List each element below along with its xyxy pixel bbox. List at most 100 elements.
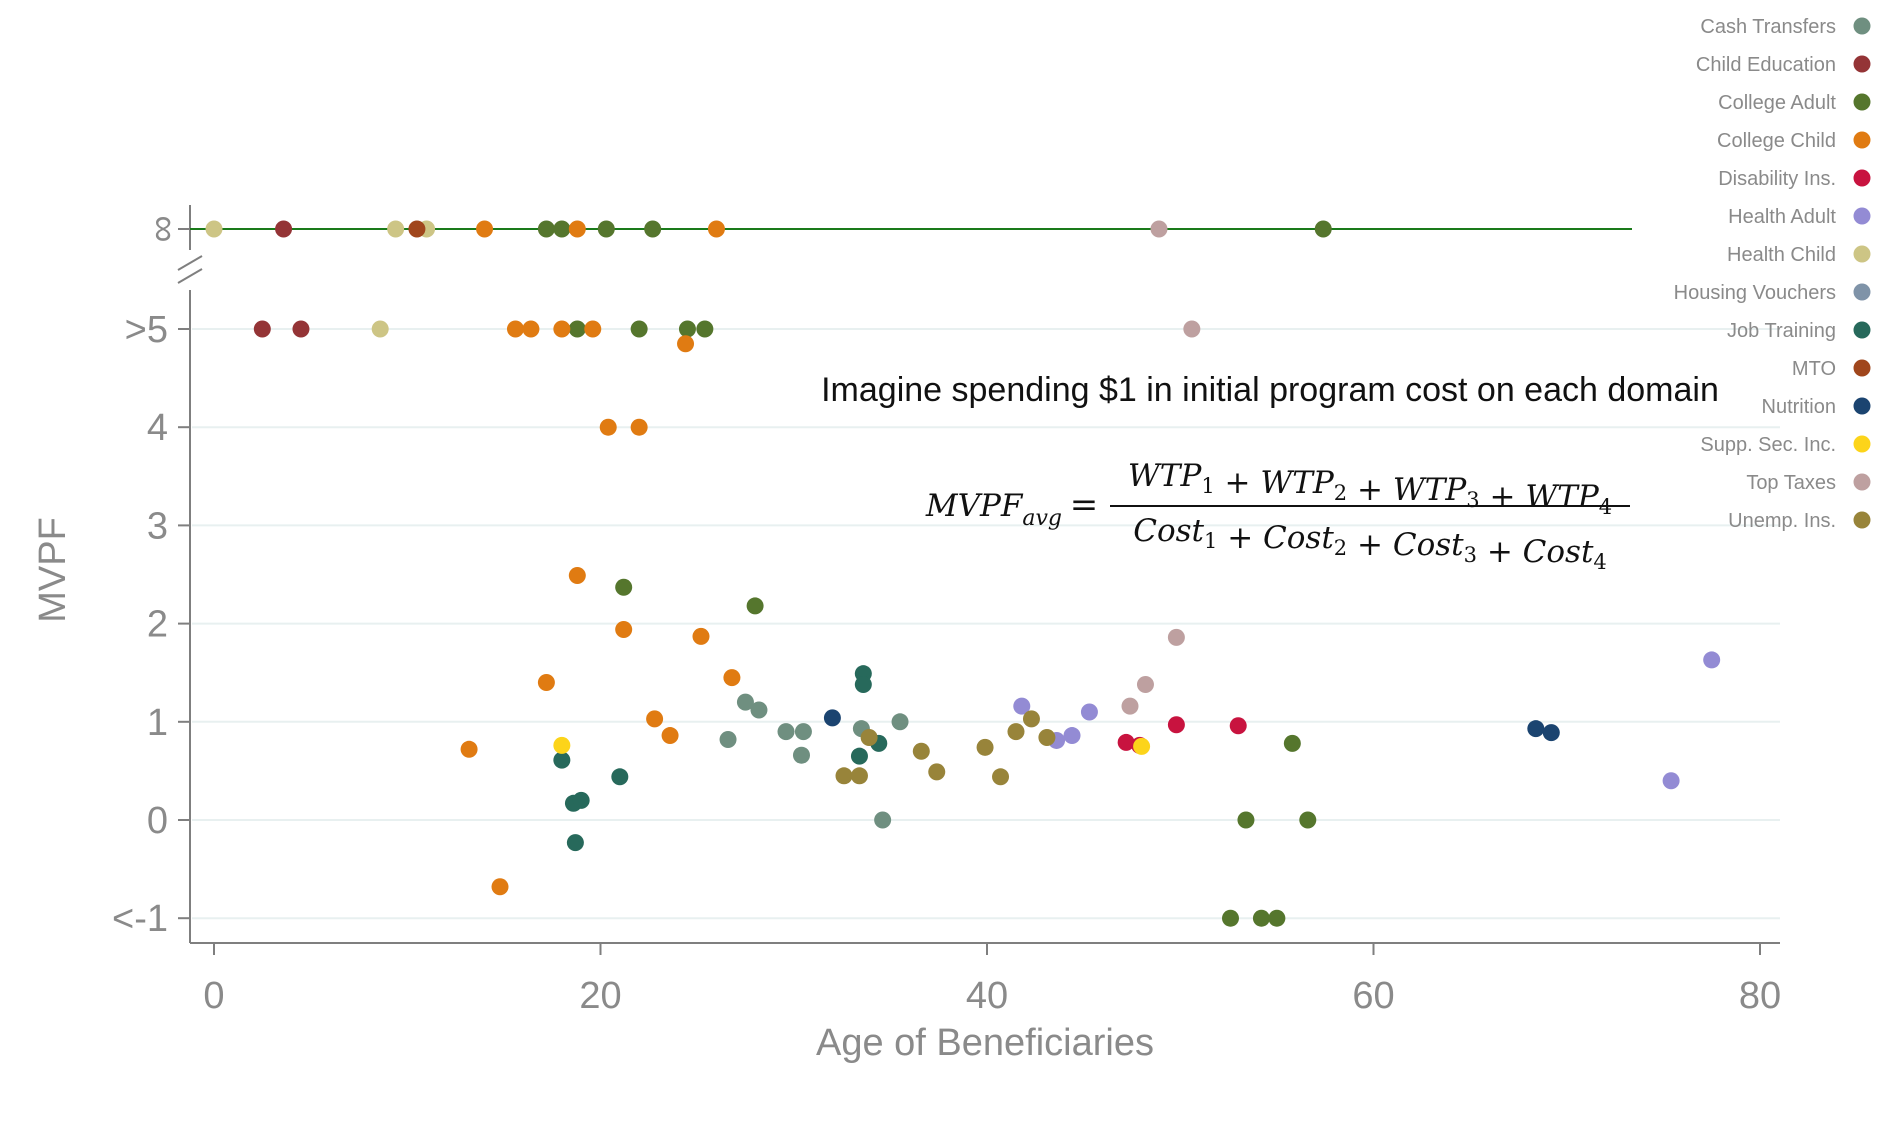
point-college-adult-14 xyxy=(1221,909,1239,927)
point-college-adult-16 xyxy=(1268,909,1286,927)
point-college-adult-9 xyxy=(615,578,633,596)
point-unemp-ins--2 xyxy=(860,729,878,747)
point-college-child-12 xyxy=(692,627,710,645)
point-mto-0 xyxy=(408,220,426,238)
point-college-child-3 xyxy=(584,320,602,338)
axis-break-icon xyxy=(177,255,203,284)
point-job-training-2 xyxy=(572,791,590,809)
x-axis-ticks: 0 20 40 60 80 xyxy=(203,943,1781,1017)
point-college-adult-3 xyxy=(696,320,714,338)
point-college-child-6 xyxy=(630,418,648,436)
y-tick-label-5: 4 xyxy=(147,407,168,449)
point-college-adult-15 xyxy=(1252,909,1270,927)
point-unemp-ins--0 xyxy=(835,767,853,785)
legend-label-10: Nutrition xyxy=(1762,396,1836,418)
point-college-child-0 xyxy=(506,320,524,338)
formula-numerator: WTP1 + WTP2 + WTP3 + WTP4 xyxy=(1128,458,1612,519)
formula-lhs: MVPFavg xyxy=(925,488,1062,531)
point-cash-transfers-3 xyxy=(777,723,795,741)
y-axis-title: MVPF xyxy=(32,517,74,623)
legend-marker-3 xyxy=(1853,131,1871,149)
point-college-child-8 xyxy=(568,220,586,238)
point-health-adult-4 xyxy=(1703,651,1721,669)
point-cash-transfers-2 xyxy=(719,730,737,748)
point-health-adult-0 xyxy=(1013,697,1031,715)
point-cash-transfers-5 xyxy=(794,723,812,741)
point-college-child-15 xyxy=(646,710,664,728)
point-unemp-ins--7 xyxy=(1007,723,1025,741)
formula-equals: = xyxy=(1070,485,1099,525)
legend-marker-8 xyxy=(1853,321,1871,339)
legend-marker-10 xyxy=(1853,397,1871,415)
point-cash-transfers-7 xyxy=(891,713,909,731)
point-job-training-7 xyxy=(850,747,868,765)
y-tick-label-6: >5 xyxy=(125,309,168,351)
point-unemp-ins--8 xyxy=(1022,710,1040,728)
point-disability-ins--1 xyxy=(1167,716,1185,734)
point-college-child-18 xyxy=(491,878,509,896)
point-top-taxes-1 xyxy=(1150,220,1168,238)
y-tick-label-2: 1 xyxy=(147,702,168,744)
gridlines xyxy=(192,328,1780,920)
point-top-taxes-4 xyxy=(1121,697,1139,715)
legend-label-9: MTO xyxy=(1792,358,1836,380)
point-college-child-2 xyxy=(553,320,571,338)
point-nutrition-1 xyxy=(1527,720,1545,738)
point-supp-sec-inc--0 xyxy=(553,736,571,754)
legend-label-11: Supp. Sec. Inc. xyxy=(1700,434,1836,456)
legend-label-3: College Child xyxy=(1717,130,1836,152)
point-college-adult-12 xyxy=(1237,811,1255,829)
legend-marker-9 xyxy=(1853,359,1871,377)
y-tick-label-0: <-1 xyxy=(112,898,168,940)
legend-marker-0 xyxy=(1853,17,1871,35)
point-college-adult-2 xyxy=(678,320,696,338)
x-tick-label-0: 0 xyxy=(203,975,224,1017)
legend-marker-6 xyxy=(1853,245,1871,263)
point-college-adult-4 xyxy=(537,220,555,238)
point-job-training-0 xyxy=(553,751,571,769)
x-axis-title: Age of Beneficiaries xyxy=(816,1022,1154,1064)
point-college-child-14 xyxy=(723,669,741,687)
point-unemp-ins--1 xyxy=(850,767,868,785)
legend-label-8: Job Training xyxy=(1727,320,1836,342)
point-college-adult-0 xyxy=(568,320,586,338)
point-college-child-9 xyxy=(707,220,725,238)
point-health-child-0 xyxy=(371,320,389,338)
point-health-child-2 xyxy=(387,220,405,238)
point-top-taxes-3 xyxy=(1136,675,1154,693)
legend-marker-13 xyxy=(1853,511,1871,529)
point-college-child-4 xyxy=(677,335,695,353)
point-college-adult-11 xyxy=(1283,734,1301,752)
x-tick-label-3: 60 xyxy=(1352,975,1394,1017)
point-health-child-1 xyxy=(205,220,223,238)
axes xyxy=(177,205,1780,944)
point-child-education-1 xyxy=(292,320,310,338)
legend-label-2: College Adult xyxy=(1718,92,1836,114)
legend-label-0: Cash Transfers xyxy=(1700,16,1836,38)
point-health-adult-5 xyxy=(1662,772,1680,790)
point-college-child-17 xyxy=(460,740,478,758)
x-tick-label-1: 20 xyxy=(579,975,621,1017)
point-college-adult-6 xyxy=(597,220,615,238)
point-cash-transfers-4 xyxy=(792,746,810,764)
formula-denominator: Cost1 + Cost2 + Cost3 + Cost4 xyxy=(1133,513,1607,574)
point-top-taxes-2 xyxy=(1167,628,1185,646)
point-child-education-2 xyxy=(275,220,293,238)
point-unemp-ins--9 xyxy=(1038,729,1056,747)
legend-marker-1 xyxy=(1853,55,1871,73)
point-college-child-1 xyxy=(522,320,540,338)
x-tick-label-2: 40 xyxy=(966,975,1008,1017)
legend-label-6: Health Child xyxy=(1727,244,1836,266)
point-health-adult-2 xyxy=(1063,727,1081,745)
point-college-child-5 xyxy=(599,418,617,436)
y-tick-label-4: 3 xyxy=(147,505,168,547)
y-tick-label-3: 2 xyxy=(147,604,168,646)
point-college-adult-7 xyxy=(644,220,662,238)
point-supp-sec-inc--1 xyxy=(1133,737,1151,755)
point-nutrition-0 xyxy=(823,709,841,727)
legend-marker-2 xyxy=(1853,93,1871,111)
legend-label-4: Disability Ins. xyxy=(1718,168,1836,190)
point-college-child-11 xyxy=(615,620,633,638)
x-tick-label-4: 80 xyxy=(1739,975,1781,1017)
